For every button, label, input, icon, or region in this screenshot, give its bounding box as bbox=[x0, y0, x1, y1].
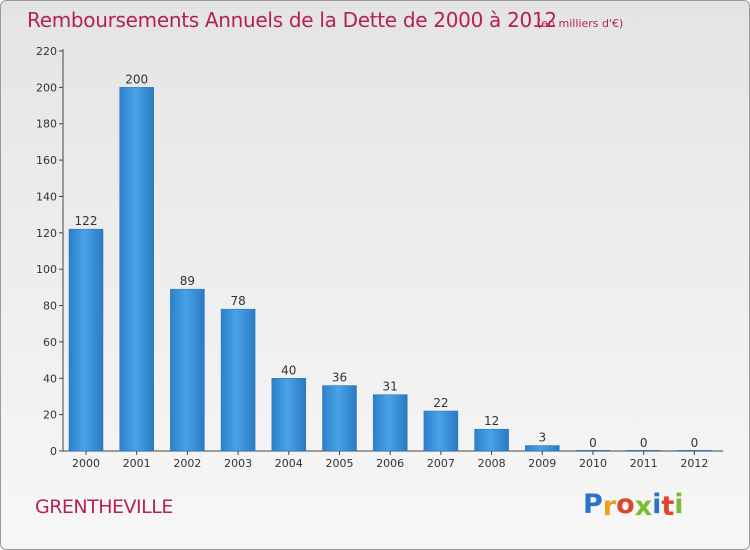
x-tick-label: 2004 bbox=[275, 457, 303, 470]
bar-value-label: 36 bbox=[332, 371, 347, 385]
x-tick-label: 2009 bbox=[528, 457, 556, 470]
bar-value-label: 12 bbox=[484, 414, 499, 428]
bar-value-label: 31 bbox=[383, 380, 398, 394]
logo-letter: t bbox=[661, 491, 675, 522]
logo-letter: P bbox=[583, 489, 603, 520]
bar bbox=[271, 378, 307, 452]
x-tick-label: 2003 bbox=[224, 457, 252, 470]
bar-value-label: 122 bbox=[75, 214, 98, 228]
y-tick-label: 0 bbox=[50, 445, 57, 458]
x-tick-label: 2010 bbox=[579, 457, 607, 470]
bar-value-label: 0 bbox=[589, 436, 597, 450]
y-tick-label: 100 bbox=[36, 263, 57, 276]
x-tick-label: 2005 bbox=[326, 457, 354, 470]
y-tick-label: 120 bbox=[36, 227, 57, 240]
bar bbox=[525, 445, 560, 452]
bar bbox=[68, 228, 104, 452]
x-tick-label: 2012 bbox=[680, 457, 708, 470]
bar-value-label: 40 bbox=[281, 363, 296, 377]
y-tick-label: 40 bbox=[43, 372, 57, 385]
y-tick-label: 140 bbox=[36, 190, 57, 203]
x-tick-label: 2000 bbox=[72, 457, 100, 470]
chart-title: Remboursements Annuels de la Dette de 20… bbox=[27, 8, 557, 32]
bar-value-label: 3 bbox=[538, 431, 546, 445]
y-tick-label: 60 bbox=[43, 336, 57, 349]
bar-value-label: 22 bbox=[433, 396, 448, 410]
y-tick-label: 160 bbox=[36, 154, 57, 167]
x-tick-label: 2008 bbox=[478, 457, 506, 470]
logo-letter: o bbox=[616, 489, 635, 520]
bar bbox=[119, 87, 154, 452]
bar bbox=[474, 428, 509, 452]
chart-subtitle: (en milliers d'€) bbox=[537, 17, 624, 30]
y-tick-label: 200 bbox=[36, 81, 57, 94]
y-tick-label: 20 bbox=[43, 409, 57, 422]
logo-letter: i bbox=[652, 489, 662, 520]
bar bbox=[576, 450, 610, 451]
logo-letter: i bbox=[674, 489, 684, 520]
bar bbox=[170, 288, 205, 452]
bar-value-label: 0 bbox=[691, 436, 699, 450]
y-tick-label: 220 bbox=[36, 45, 57, 58]
y-tick-label: 80 bbox=[43, 300, 57, 313]
bar bbox=[423, 410, 459, 452]
bar-value-label: 200 bbox=[125, 72, 148, 86]
bar-value-label: 78 bbox=[230, 294, 245, 308]
bar bbox=[372, 394, 408, 452]
y-tick-label: 180 bbox=[36, 118, 57, 131]
bar bbox=[626, 450, 661, 451]
bar bbox=[677, 450, 712, 451]
proxiti-logo: Proxiti bbox=[583, 489, 684, 522]
x-tick-label: 2011 bbox=[630, 457, 658, 470]
logo-letter: x bbox=[634, 491, 653, 522]
x-tick-label: 2006 bbox=[376, 457, 404, 470]
bar-value-label: 0 bbox=[640, 436, 648, 450]
x-tick-label: 2007 bbox=[427, 457, 455, 470]
x-tick-label: 2002 bbox=[173, 457, 201, 470]
bar bbox=[322, 385, 357, 452]
x-tick-label: 2001 bbox=[123, 457, 151, 470]
bar-value-label: 89 bbox=[180, 274, 195, 288]
bar bbox=[220, 308, 256, 452]
logo-letter: r bbox=[602, 491, 617, 522]
commune-name: GRENTHEVILLE bbox=[35, 496, 173, 518]
